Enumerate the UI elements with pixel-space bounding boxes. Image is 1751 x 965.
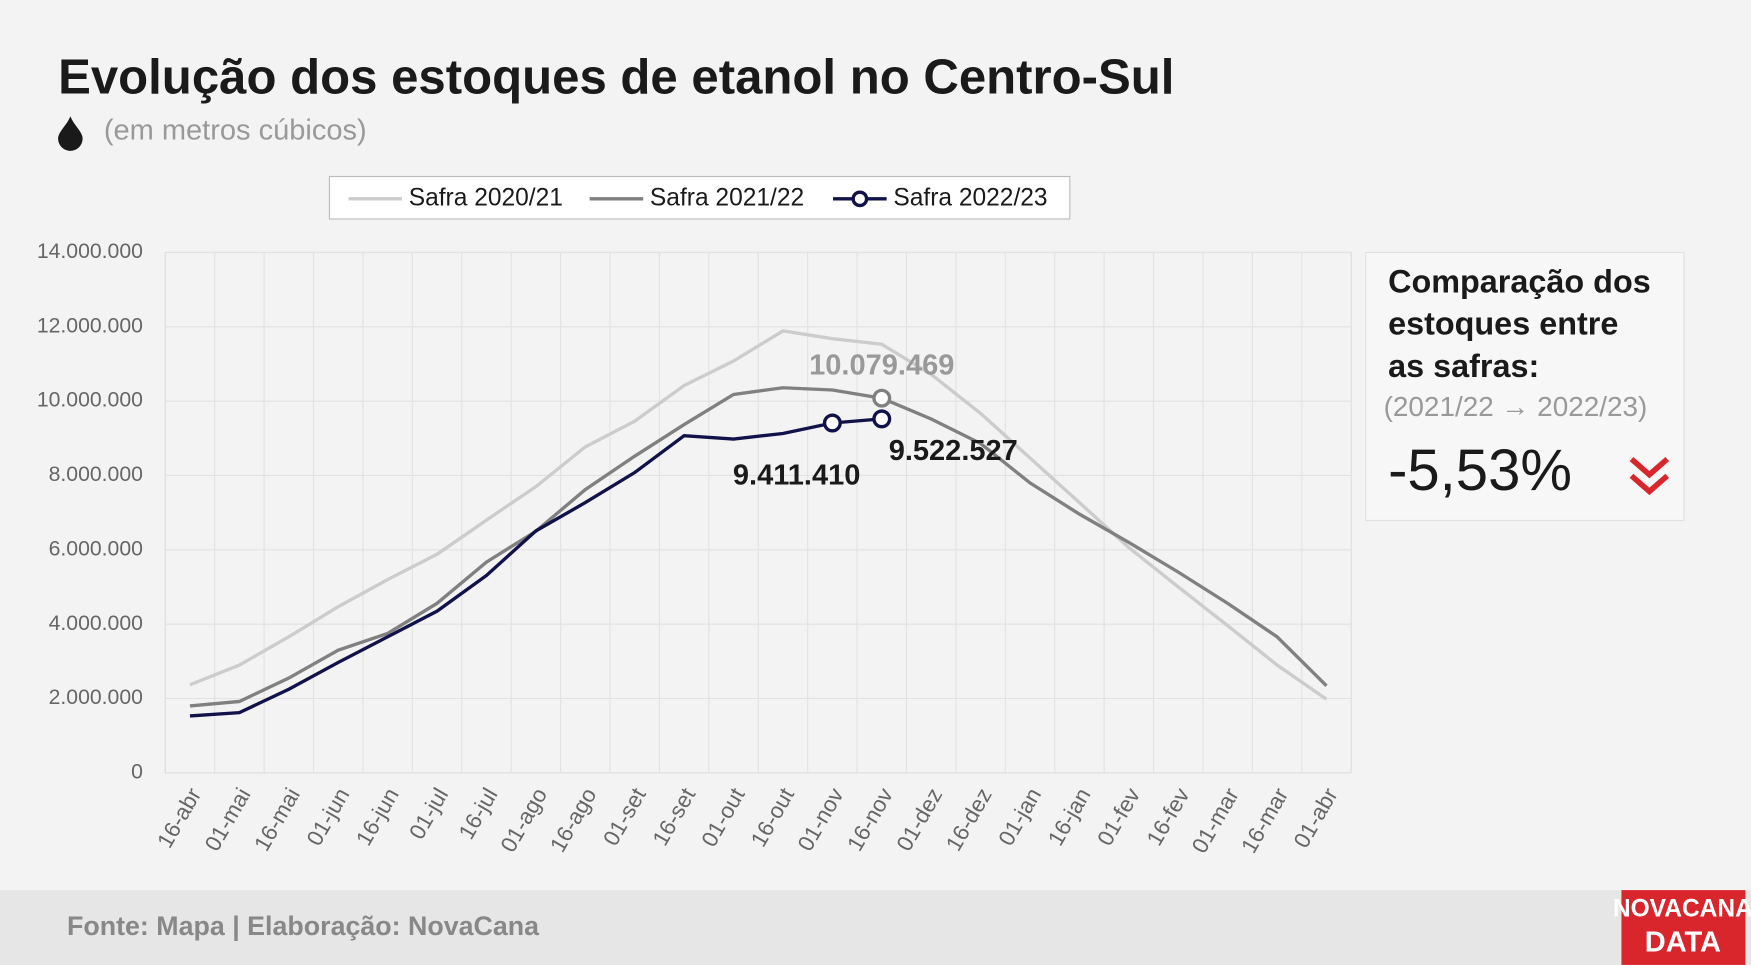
drop-icon <box>58 116 83 151</box>
series-line <box>189 386 1328 708</box>
y-tick-label: 4.000.000 <box>49 612 143 635</box>
data-label: 9.411.410 <box>733 459 860 491</box>
down-arrow-icon <box>1629 456 1670 496</box>
y-tick-label: 14.000.000 <box>37 240 143 263</box>
panel-change: -5,53% <box>1388 438 1572 503</box>
panel-period: (2021/22 → 2022/23) <box>1384 391 1648 422</box>
logo-text: NOVACANA <box>1613 896 1751 923</box>
panel-title: estoques entre <box>1388 306 1618 342</box>
legend-marker <box>851 190 869 208</box>
logo <box>1621 890 1746 965</box>
panel-title: as safras: <box>1388 348 1539 384</box>
series-line <box>189 417 882 718</box>
logo-text: DATA <box>1645 926 1721 958</box>
chart-subtitle: (em metros cúbicos) <box>104 115 367 147</box>
point-marker <box>872 409 892 429</box>
y-tick-label: 8.000.000 <box>49 463 143 486</box>
legend-box <box>328 175 1071 220</box>
legend-label: Safra 2021/22 <box>650 184 804 211</box>
y-tick-label: 10.000.000 <box>37 389 143 412</box>
point-marker <box>822 413 842 433</box>
legend-label: Safra 2022/23 <box>893 184 1047 211</box>
y-tick-label: 12.000.000 <box>37 314 143 337</box>
y-tick-label: 6.000.000 <box>49 537 143 560</box>
data-label: 10.079.469 <box>809 350 954 382</box>
y-tick-label: 2.000.000 <box>49 686 143 709</box>
legend-label: Safra 2020/21 <box>409 184 563 211</box>
series-line <box>189 329 1328 701</box>
y-tick-label: 0 <box>131 760 143 783</box>
comparison-panel <box>1365 251 1685 522</box>
point-marker <box>872 388 892 408</box>
panel-title: Comparação dos <box>1388 263 1651 299</box>
data-label: 9.522.527 <box>889 435 1018 467</box>
footer-source: Fonte: Mapa | Elaboração: NovaCana <box>67 911 540 941</box>
chart-title: Evolução dos estoques de etanol no Centr… <box>58 50 1174 104</box>
footer-band <box>0 890 1751 965</box>
